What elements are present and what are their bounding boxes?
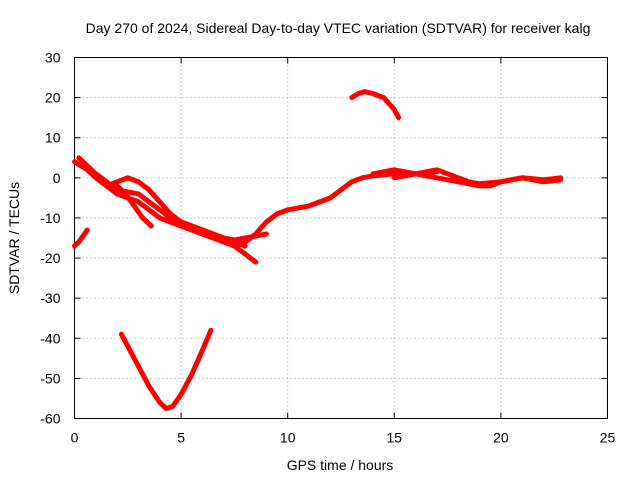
y-axis-tick-labels: 30 20 10 0 -10 -20 -30 -40 -50 -60 (40, 50, 60, 427)
series-line-arc-10 (391, 171, 564, 189)
x-tick-label: 20 (493, 430, 509, 446)
series-line-arc-7 (231, 169, 440, 249)
series-line-arc-4 (104, 175, 248, 249)
grid (74, 57, 608, 419)
y-tick-label: -60 (40, 411, 60, 427)
y-tick-label: -30 (40, 290, 60, 306)
series-line-arc-3 (76, 155, 269, 243)
x-tick-label: 0 (71, 430, 79, 446)
x-tick-label: 15 (387, 430, 403, 446)
y-tick-label: -40 (40, 330, 60, 346)
series-line-arc-1 (72, 227, 90, 249)
data-series (72, 89, 564, 411)
series-line-arc-6 (118, 327, 214, 411)
x-tick-label: 10 (280, 430, 296, 446)
axis-ticks (74, 57, 608, 419)
chart-title: Day 270 of 2024, Sidereal Day-to-day VTE… (86, 20, 591, 36)
y-axis-label: SDTVAR / TECUs (6, 182, 22, 294)
y-tick-label: 10 (45, 130, 61, 146)
y-tick-label: 20 (45, 90, 61, 106)
series-line-arc-2 (72, 159, 259, 265)
plot-frame (74, 57, 608, 419)
y-tick-label: -50 (40, 370, 60, 386)
series-line-arc-8 (349, 89, 402, 121)
x-tick-label: 25 (600, 430, 616, 446)
y-tick-label: 0 (53, 170, 61, 186)
y-tick-label: -10 (40, 210, 60, 226)
x-tick-label: 5 (177, 430, 185, 446)
series-line-arc-5 (114, 183, 154, 229)
y-tick-label: 30 (45, 50, 61, 66)
x-axis-label: GPS time / hours (287, 457, 394, 473)
y-tick-label: -20 (40, 250, 60, 266)
x-axis-tick-labels: 0 5 10 15 20 25 (71, 430, 616, 446)
